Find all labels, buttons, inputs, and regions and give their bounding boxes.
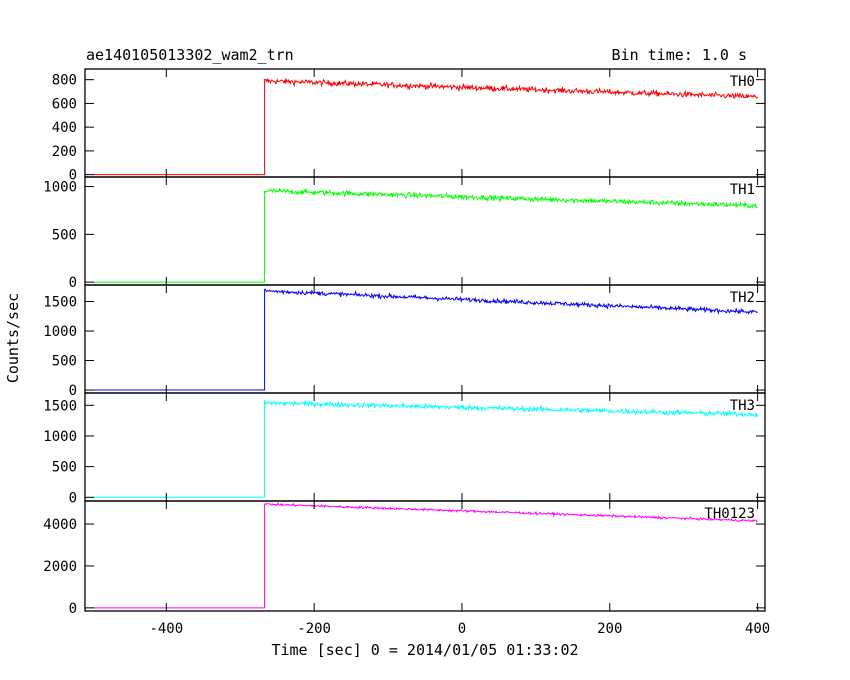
y-tick-label-th0: 800 bbox=[52, 73, 77, 89]
series-line-th3 bbox=[92, 399, 759, 498]
series-line-th2 bbox=[92, 288, 758, 391]
y-tick-label-th1: 500 bbox=[52, 227, 77, 243]
y-tick-label-th2: 500 bbox=[52, 354, 77, 370]
y-axis-label: Counts/sec bbox=[4, 293, 22, 383]
panel-frame-th1 bbox=[84, 176, 766, 286]
y-tick-label-th0: 600 bbox=[52, 96, 77, 112]
y-tick-label-th0123: 0 bbox=[69, 601, 77, 617]
series-line-th1 bbox=[92, 187, 758, 283]
y-tick-label-th1: 0 bbox=[69, 275, 77, 291]
panel-label-th1: TH1 bbox=[730, 182, 755, 198]
y-tick-label-th2: 1500 bbox=[43, 295, 77, 311]
x-axis-label: Time [sec] 0 = 2014/01/05 01:33:02 bbox=[271, 641, 578, 659]
panel-label-th3: TH3 bbox=[730, 398, 755, 414]
y-tick-label-th0: 400 bbox=[52, 120, 77, 136]
y-tick-label-th3: 0 bbox=[69, 490, 77, 506]
y-tick-label-th3: 1500 bbox=[43, 398, 77, 414]
panels-group: 0 200 400 600 800 TH0 0 500 1000 TH1 0 500 1000 1500 T… bbox=[43, 68, 770, 637]
x-tick-label: -400 bbox=[149, 621, 183, 637]
panel-label-th2: TH2 bbox=[730, 290, 755, 306]
y-tick-label-th3: 500 bbox=[52, 460, 77, 476]
x-tick-label: 200 bbox=[597, 621, 622, 637]
y-tick-label-th3: 1000 bbox=[43, 429, 77, 445]
panel-label-th0: TH0 bbox=[730, 74, 755, 90]
y-tick-label-th0123: 4000 bbox=[43, 517, 77, 533]
y-tick-label-th0: 200 bbox=[52, 144, 77, 160]
y-tick-label-th1: 1000 bbox=[43, 180, 77, 196]
panel-frame-th0123 bbox=[84, 500, 766, 612]
panel-frame-th2 bbox=[84, 284, 766, 394]
y-tick-label-th2: 0 bbox=[69, 383, 77, 399]
y-tick-label-th2: 1000 bbox=[43, 324, 77, 340]
series-line-th0123 bbox=[92, 501, 758, 609]
x-tick-label: 400 bbox=[745, 621, 770, 637]
x-tick-label: -200 bbox=[297, 621, 331, 637]
y-tick-label-th0123: 2000 bbox=[43, 559, 77, 575]
chart-title: ae140105013302_wam2_trn bbox=[86, 46, 294, 64]
x-tick-label: 0 bbox=[458, 621, 466, 637]
y-tick-label-th0: 0 bbox=[69, 168, 77, 184]
series-line-th0 bbox=[92, 77, 759, 176]
panel-label-th0123: TH0123 bbox=[704, 506, 755, 522]
chart-subtitle: Bin time: 1.0 s bbox=[612, 46, 747, 64]
panel-frame-th3 bbox=[84, 392, 766, 502]
